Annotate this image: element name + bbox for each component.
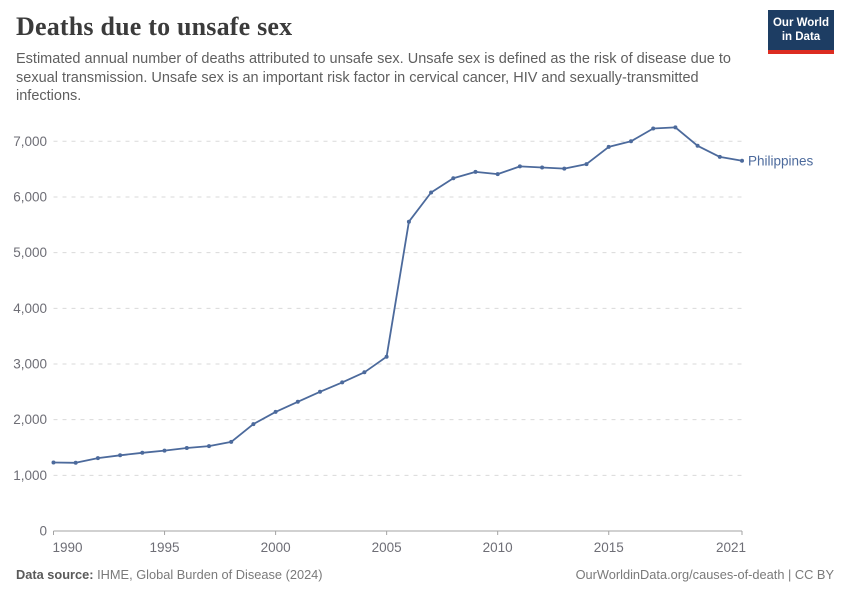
y-axis-label: 1,000 — [13, 468, 47, 483]
footer-right: OurWorldinData.org/causes-of-death | CC … — [576, 567, 834, 582]
x-axis-label: 2005 — [372, 540, 402, 555]
chart-subtitle: Estimated annual number of deaths attrib… — [16, 51, 731, 105]
data-point[interactable] — [295, 399, 300, 404]
owid-logo-line1: Our World — [772, 16, 829, 29]
data-point[interactable] — [340, 380, 345, 385]
x-axis-label: 1995 — [150, 540, 180, 555]
data-point[interactable] — [629, 139, 633, 144]
x-axis-label: 1990 — [53, 540, 83, 555]
data-point[interactable] — [517, 164, 522, 169]
data-point[interactable] — [251, 422, 256, 427]
data-point[interactable] — [140, 450, 145, 455]
series-label-philippines[interactable]: Philippines — [748, 153, 814, 168]
y-axis-label: 0 — [39, 524, 47, 539]
data-point[interactable] — [273, 409, 278, 414]
data-point[interactable] — [429, 190, 434, 195]
chart-footer: Data source: IHME, Global Burden of Dise… — [16, 567, 834, 582]
data-point[interactable] — [673, 125, 678, 130]
data-point[interactable] — [495, 172, 500, 177]
y-axis-label: 2,000 — [13, 412, 47, 427]
data-point[interactable] — [207, 444, 211, 449]
data-point[interactable] — [229, 439, 234, 444]
data-point[interactable] — [451, 176, 456, 181]
footer-license: CC BY — [794, 567, 834, 582]
y-axis-label: 5,000 — [13, 245, 47, 260]
owid-logo-line2: in Data — [781, 31, 821, 43]
x-axis-label: 2015 — [594, 540, 624, 555]
data-point[interactable] — [562, 166, 567, 171]
data-point[interactable] — [740, 158, 744, 163]
x-axis-label: 2000 — [261, 540, 291, 555]
data-point[interactable] — [540, 165, 545, 170]
footer-divider: | — [784, 567, 795, 582]
data-point[interactable] — [695, 143, 700, 148]
data-point[interactable] — [95, 456, 100, 461]
data-point[interactable] — [362, 370, 367, 375]
page-title: Deaths due to unsafe sex — [16, 12, 293, 41]
data-point[interactable] — [606, 144, 611, 149]
data-point[interactable] — [73, 460, 78, 465]
footer-url-link[interactable]: OurWorldinData.org/causes-of-death — [575, 567, 785, 582]
data-point[interactable] — [717, 154, 722, 159]
data-point[interactable] — [184, 446, 189, 450]
x-axis-label: 2010 — [483, 540, 513, 555]
series-line-philippines[interactable] — [52, 126, 743, 464]
y-axis-label: 7,000 — [13, 134, 47, 149]
data-point[interactable] — [384, 354, 389, 359]
data-point[interactable] — [584, 162, 589, 167]
data-source: Data source: IHME, Global Burden of Dise… — [16, 567, 323, 582]
y-axis-label: 4,000 — [13, 301, 47, 316]
data-point[interactable] — [651, 126, 656, 131]
data-point[interactable] — [318, 389, 322, 394]
y-axis-label: 3,000 — [13, 356, 47, 371]
owid-logo[interactable]: Our World in Data — [768, 10, 834, 54]
data-point[interactable] — [406, 219, 411, 224]
data-source-value: IHME, Global Burden of Disease (2024) — [93, 567, 323, 582]
data-point[interactable] — [51, 460, 56, 465]
data-point[interactable] — [118, 453, 123, 458]
x-axis-label: 2021 — [716, 540, 746, 555]
data-point[interactable] — [162, 448, 167, 453]
data-source-label: Data source: — [16, 567, 94, 582]
data-point[interactable] — [473, 169, 478, 174]
y-axis-label: 6,000 — [13, 189, 47, 204]
